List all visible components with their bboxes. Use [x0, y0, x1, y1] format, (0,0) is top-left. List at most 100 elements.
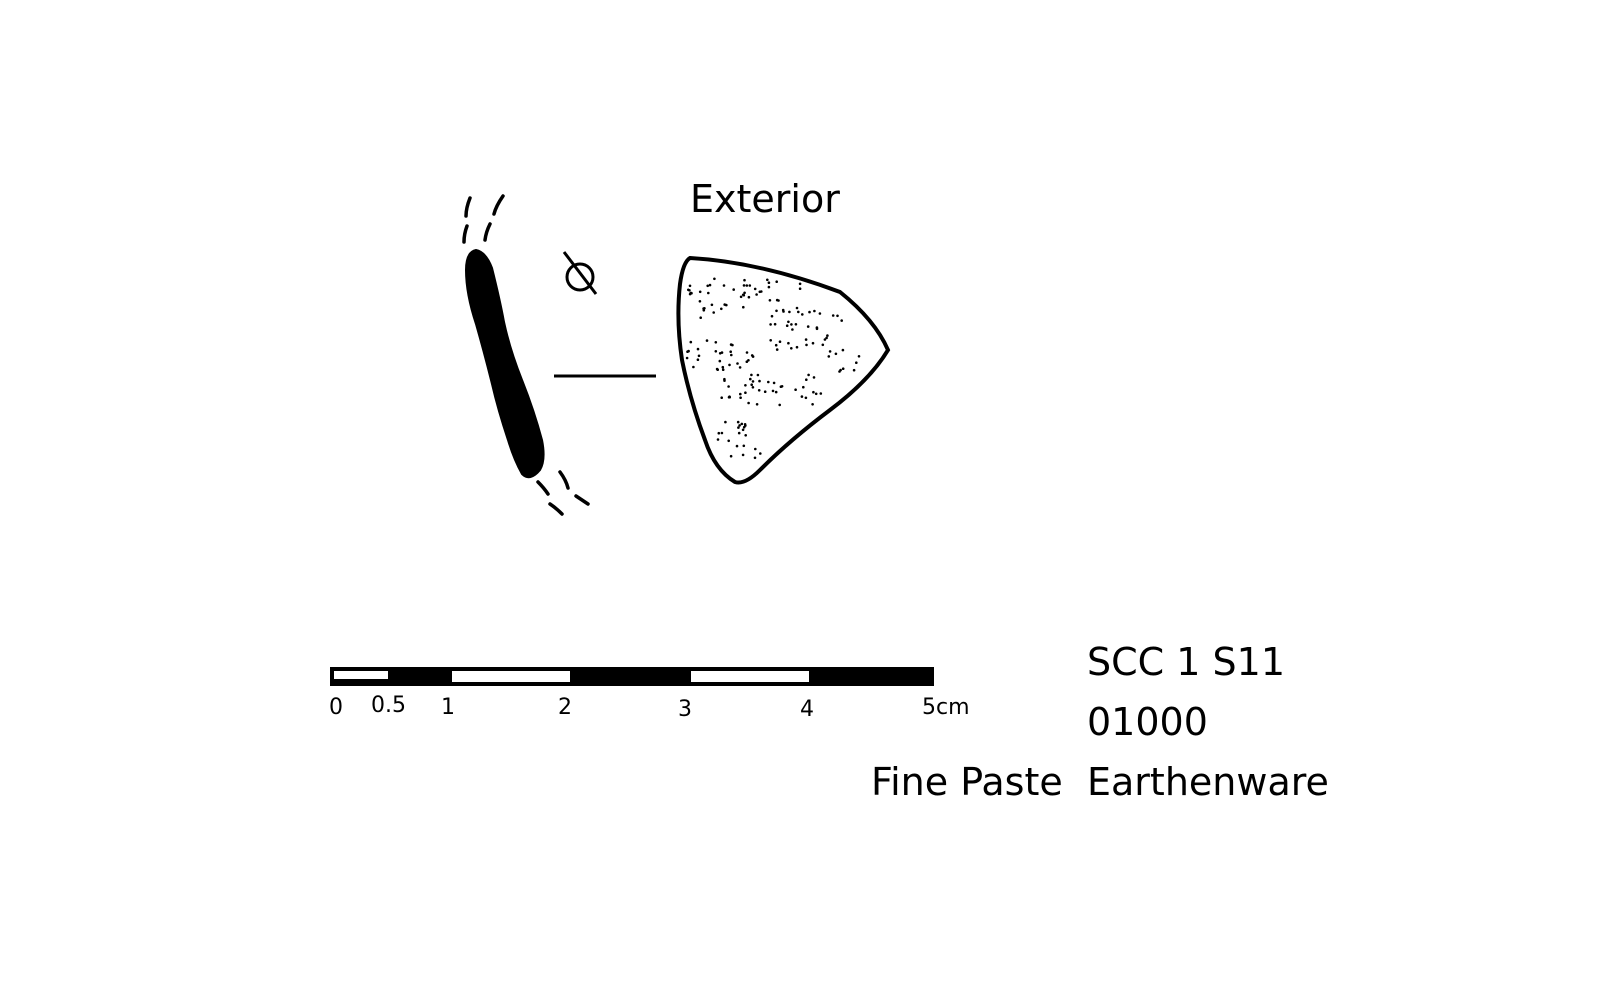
stipple-dot — [736, 420, 740, 424]
stipple-dot — [774, 343, 778, 347]
stipple-dot — [742, 284, 746, 287]
stipple-dot — [781, 308, 785, 312]
stipple-dot — [721, 368, 725, 372]
stipple-dot — [825, 336, 828, 340]
stipple-dot — [841, 348, 845, 352]
stipple-dot — [685, 356, 689, 360]
stipple-dot — [759, 452, 762, 455]
stipple-dot — [742, 425, 746, 429]
stipple-dot — [756, 373, 760, 377]
stipple-dot — [698, 300, 702, 303]
stipple-dot — [795, 345, 799, 349]
stipple-dot — [758, 379, 761, 383]
stipple-dot — [696, 358, 700, 362]
stipple-dot — [692, 365, 695, 369]
stipple-dot — [718, 359, 722, 363]
stipple-dot — [699, 316, 702, 320]
stipple-dot — [757, 389, 761, 392]
stipple-dot — [795, 306, 799, 310]
stipple-dot — [714, 350, 718, 353]
stipple-dot — [751, 386, 755, 389]
stipple-dot — [790, 347, 793, 350]
stipple-dot — [689, 340, 693, 344]
stipple-dot — [745, 360, 749, 364]
stipple-dot — [774, 390, 778, 394]
stipple-dot — [728, 363, 731, 367]
stipple-dot — [747, 401, 750, 405]
stipple-dot — [724, 420, 727, 424]
stipple-dot — [836, 314, 839, 318]
stipple-dot — [696, 347, 700, 351]
stipple-dot — [821, 343, 825, 347]
stipple-dot — [785, 324, 789, 328]
stipple-dot — [755, 293, 758, 296]
stipple-dot — [720, 431, 724, 435]
stipple-dot — [730, 353, 733, 357]
stipple-dot — [804, 396, 808, 400]
stipple-dot — [797, 310, 800, 314]
stipple-dot — [748, 284, 752, 287]
stipple-dot — [718, 352, 722, 355]
stipple-dot — [741, 293, 745, 297]
stipple-dot — [787, 341, 790, 345]
stipple-dot — [838, 370, 841, 373]
stipple-dot — [689, 291, 692, 295]
stipple-dot — [840, 319, 843, 322]
stipple-dot — [805, 378, 808, 382]
stipple-dot — [716, 438, 720, 441]
stipple-dot — [773, 322, 777, 326]
stipple-dot — [742, 444, 746, 448]
scale-tick-2: 2 — [558, 695, 572, 720]
stipple-dot — [744, 391, 747, 395]
stipple-dot — [804, 338, 808, 341]
stipple-dot — [775, 309, 778, 313]
diameter-symbol-icon — [562, 251, 598, 295]
scale-tick-5cm: 5cm — [922, 695, 970, 720]
stipple-dot — [688, 289, 691, 292]
stipple-dot — [745, 351, 749, 354]
stipple-dot — [710, 303, 714, 307]
stipple-dot — [811, 403, 814, 406]
stipple-dot — [750, 373, 753, 377]
stipple-dot — [771, 389, 775, 393]
stipple-dot — [750, 354, 754, 357]
stipple-dot — [814, 392, 818, 396]
stipple-dot — [794, 388, 797, 392]
surface-stipple — [685, 277, 861, 460]
stipple-dot — [807, 373, 810, 377]
stipple-dot — [750, 383, 753, 387]
site-code: SCC 1 S11 — [1087, 640, 1285, 684]
stipple-dot — [802, 385, 805, 389]
stipple-dot — [737, 426, 740, 429]
stipple-dot — [778, 340, 782, 344]
scale-tick-0: 0 — [329, 695, 343, 720]
stipple-dot — [705, 339, 709, 342]
stipple-dot — [688, 284, 692, 288]
stipple-dot — [744, 384, 747, 387]
stipple-dot — [819, 392, 823, 395]
stipple-dot — [813, 309, 816, 313]
scale-tick-3: 3 — [678, 697, 692, 722]
stipple-dot — [738, 424, 741, 427]
stipple-dot — [767, 281, 771, 285]
stipple-dot — [713, 277, 716, 281]
stipple-dot — [743, 278, 746, 282]
stipple-dot — [808, 310, 811, 314]
stipple-dot — [770, 314, 774, 318]
stipple-dot — [766, 278, 769, 282]
stipple-dot — [818, 312, 822, 315]
stipple-dot — [737, 431, 741, 435]
stipple-dot — [827, 355, 831, 358]
stipple-dot — [790, 323, 793, 326]
stipple-dot — [753, 456, 757, 460]
stipple-dot — [787, 320, 790, 324]
stipple-dot — [753, 287, 757, 291]
stipple-dot — [698, 290, 702, 294]
stipple-dot — [723, 303, 726, 306]
stipple-dot — [823, 338, 827, 341]
stipple-dot — [722, 284, 726, 287]
scale-tick-0-5: 0.5 — [371, 693, 406, 718]
stipple-dot — [735, 444, 739, 448]
stipple-dot — [806, 325, 810, 328]
